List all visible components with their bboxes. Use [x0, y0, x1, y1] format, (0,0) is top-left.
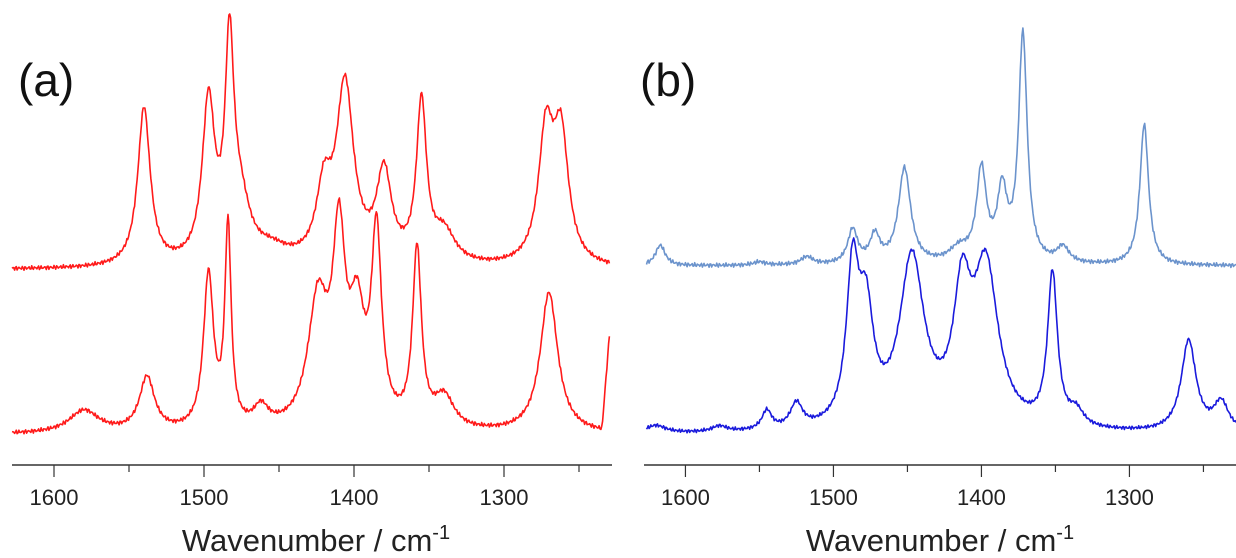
panel-b-x-axis-title: Wavenumber / cm-1: [806, 522, 1074, 558]
panel-b-x-ticks: 1600 1500 1400 1300: [661, 465, 1205, 510]
x-tick-label: 1500: [180, 485, 229, 510]
x-tick-label: 1600: [30, 485, 79, 510]
plot-b-series: [645, 27, 1236, 434]
spectrum-b-2: [645, 237, 1236, 434]
panel-b-label: (b): [640, 54, 696, 106]
panel-b: (b) 1600 1500 1400 1300 Wavenumber / cm-1: [640, 27, 1236, 558]
plot-a-series: [11, 13, 611, 435]
panel-a-x-ticks: 1600 1500 1400 1300: [30, 465, 580, 510]
panel-a-label: (a): [18, 54, 74, 106]
x-tick-label: 1300: [480, 485, 529, 510]
x-tick-label: 1300: [1105, 485, 1154, 510]
x-tick-label: 1500: [809, 485, 858, 510]
spectrum-a-2: [11, 197, 611, 435]
panel-a: (a) 1600 1500 1400 1300 Wavenumber / cm-1: [11, 13, 612, 558]
spectrum-a-1: [11, 13, 611, 271]
x-tick-label: 1400: [330, 485, 379, 510]
x-tick-label: 1600: [661, 485, 710, 510]
x-tick-label: 1400: [957, 485, 1006, 510]
panel-a-x-axis-title: Wavenumber / cm-1: [182, 522, 450, 558]
spectrum-b-1: [645, 27, 1236, 269]
